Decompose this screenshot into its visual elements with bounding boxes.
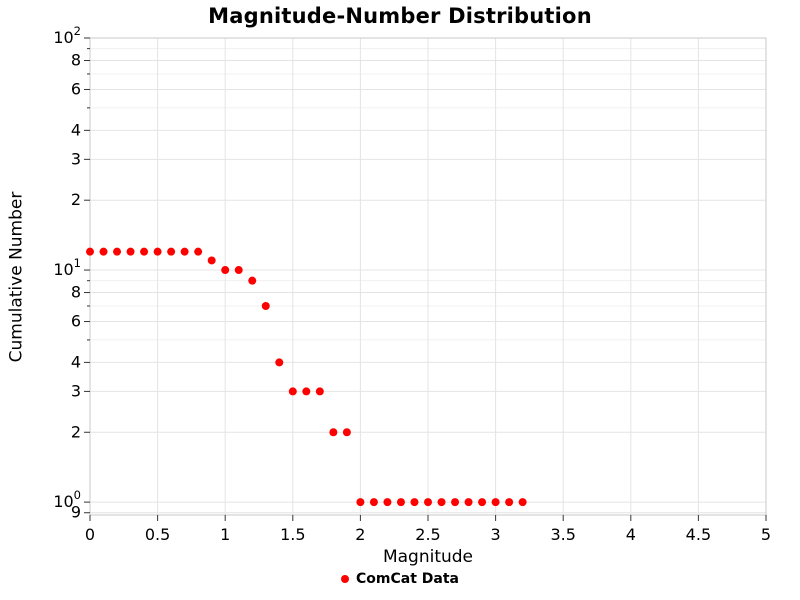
data-point xyxy=(248,276,257,285)
data-point xyxy=(153,247,162,256)
data-point xyxy=(451,498,460,507)
y-tick-label: 8 xyxy=(71,283,81,302)
y-tick-label: 6 xyxy=(71,312,81,331)
x-tick-label: 1 xyxy=(220,525,230,544)
data-point xyxy=(424,498,432,507)
chart-title: Magnitude-Number Distribution xyxy=(208,4,592,28)
data-point xyxy=(86,247,94,256)
y-tick-label: 102 xyxy=(53,24,81,47)
data-point xyxy=(342,428,351,437)
data-point xyxy=(383,498,392,507)
data-point xyxy=(356,498,365,507)
data-point xyxy=(126,247,135,256)
x-tick-label: 4 xyxy=(626,525,636,544)
legend-label: ComCat Data xyxy=(356,571,459,587)
data-point xyxy=(234,266,243,275)
data-point xyxy=(275,358,284,367)
x-tick-label: 4.5 xyxy=(686,525,711,544)
y-tick-label: 4 xyxy=(71,120,81,139)
data-point xyxy=(288,387,297,396)
data-point xyxy=(113,247,122,256)
data-point xyxy=(464,498,473,507)
data-point xyxy=(194,247,203,256)
data-point xyxy=(505,498,514,507)
x-tick-label: 5 xyxy=(761,525,771,544)
y-tick-label: 9 xyxy=(71,503,81,522)
data-point xyxy=(329,428,338,437)
data-point xyxy=(478,498,487,507)
data-point xyxy=(369,498,378,507)
y-tick-label: 4 xyxy=(71,352,81,371)
data-point xyxy=(315,387,324,396)
x-tick-label: 3 xyxy=(491,525,501,544)
x-tick-label: 0 xyxy=(85,525,95,544)
data-point xyxy=(180,247,189,256)
y-tick-label: 101 xyxy=(53,256,81,279)
x-tick-label: 2 xyxy=(355,525,365,544)
legend: ComCat Data xyxy=(0,571,800,587)
y-tick-label: 3 xyxy=(71,149,81,168)
data-point xyxy=(140,247,149,256)
y-tick-label: 8 xyxy=(71,50,81,69)
y-tick-label: 6 xyxy=(71,79,81,98)
x-tick-label: 3.5 xyxy=(550,525,575,544)
x-tick-label: 1.5 xyxy=(280,525,305,544)
x-tick-label: 0.5 xyxy=(145,525,170,544)
data-point xyxy=(396,498,405,507)
y-tick-label: 2 xyxy=(71,422,81,441)
data-point xyxy=(518,498,527,507)
x-tick-label: 2.5 xyxy=(415,525,440,544)
data-point xyxy=(302,387,311,396)
data-point xyxy=(99,247,108,256)
data-point xyxy=(261,302,270,311)
data-point xyxy=(207,256,216,265)
x-axis-label: Magnitude xyxy=(382,547,474,567)
y-tick-label: 3 xyxy=(71,381,81,400)
data-point xyxy=(437,498,446,507)
data-point xyxy=(491,498,500,507)
legend-marker-icon xyxy=(341,575,349,583)
data-point xyxy=(221,266,230,275)
data-point xyxy=(410,498,419,507)
y-tick-label: 100 xyxy=(53,488,81,511)
y-tick-label: 2 xyxy=(71,190,81,209)
data-point xyxy=(167,247,176,256)
